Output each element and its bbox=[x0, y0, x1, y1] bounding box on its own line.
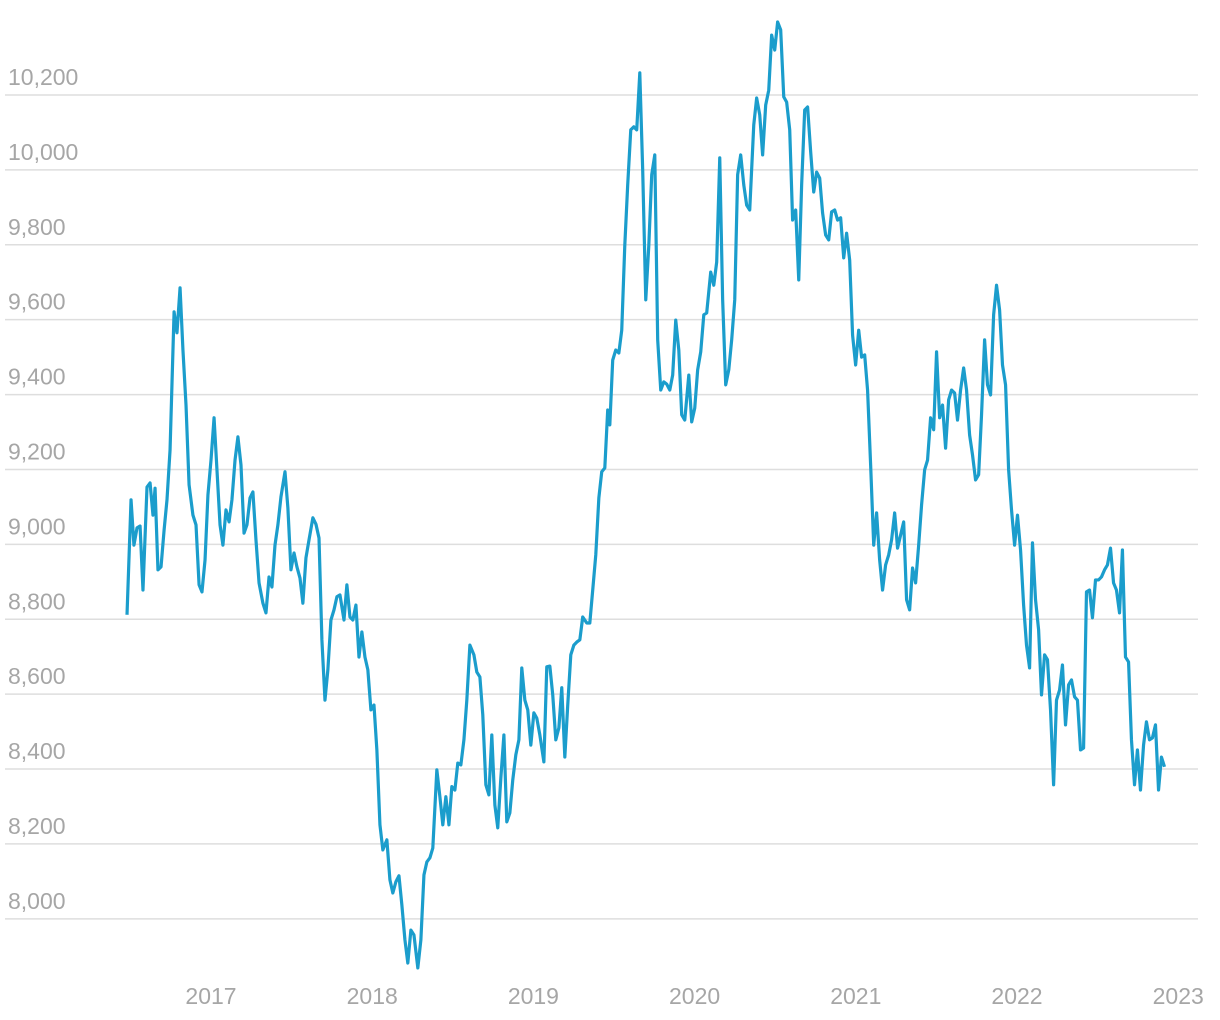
y-tick-label: 9,800 bbox=[8, 214, 66, 240]
x-tick-label: 2018 bbox=[347, 983, 398, 1009]
y-tick-label: 8,600 bbox=[8, 663, 66, 689]
x-tick-label: 2019 bbox=[508, 983, 559, 1009]
x-tick-label: 2022 bbox=[991, 983, 1042, 1009]
y-tick-label: 9,400 bbox=[8, 364, 66, 390]
x-tick-label: 2021 bbox=[830, 983, 881, 1009]
y-tick-label: 10,200 bbox=[8, 64, 78, 90]
y-tick-label: 8,400 bbox=[8, 738, 66, 764]
y-tick-label: 9,600 bbox=[8, 289, 66, 315]
y-tick-label: 8,200 bbox=[8, 813, 66, 839]
y-tick-label: 9,200 bbox=[8, 438, 66, 464]
y-tick-label: 10,000 bbox=[8, 139, 78, 165]
x-tick-label: 2020 bbox=[669, 983, 720, 1009]
y-tick-label: 8,000 bbox=[8, 888, 66, 914]
data-line bbox=[125, 20, 1167, 970]
x-tick-label: 2023 bbox=[1153, 983, 1204, 1009]
y-tick-label: 9,000 bbox=[8, 513, 66, 539]
y-tick-label: 8,800 bbox=[8, 588, 66, 614]
x-tick-label: 2017 bbox=[185, 983, 236, 1009]
